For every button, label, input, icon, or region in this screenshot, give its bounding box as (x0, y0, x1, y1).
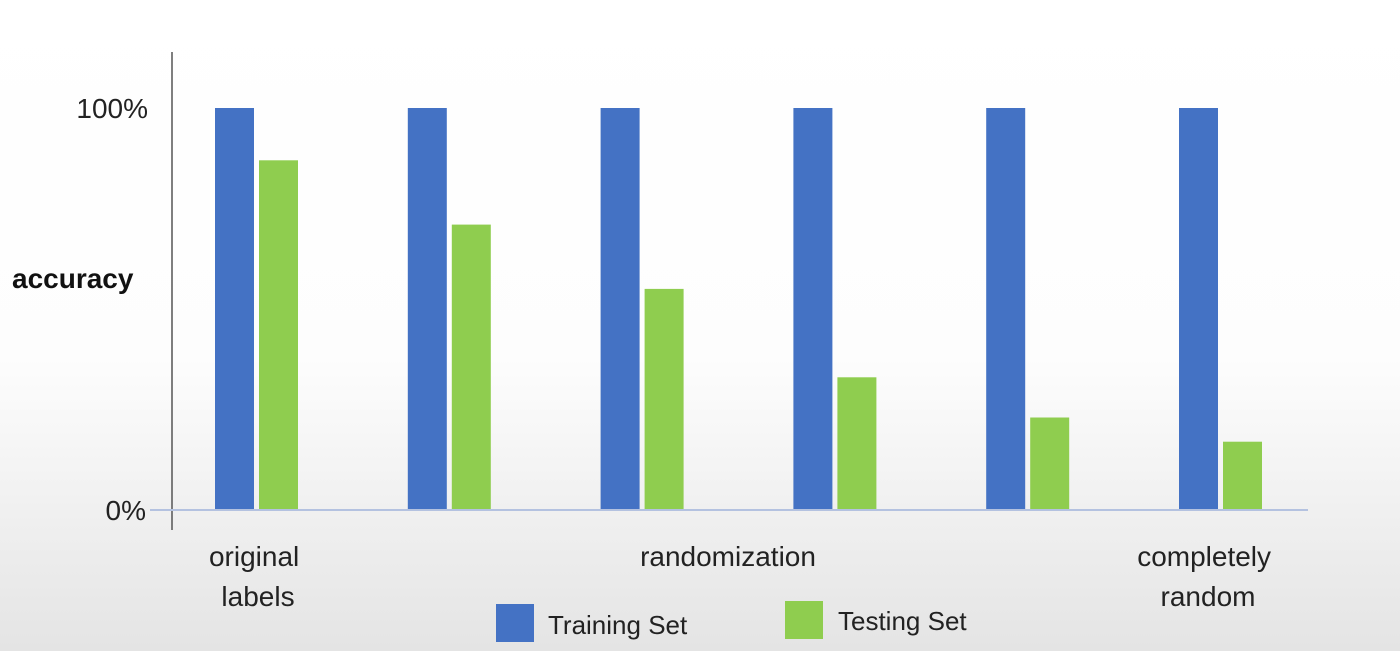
category-label-original: original labels (209, 541, 307, 612)
bar-testing-3 (644, 288, 684, 510)
bar-training-2 (407, 108, 447, 510)
y-axis-label: accuracy (12, 263, 134, 294)
bar-training-6 (1179, 108, 1218, 510)
legend-label-training: Training Set (548, 610, 688, 640)
bar-training-1 (215, 108, 254, 510)
legend: Training Set Testing Set (496, 601, 967, 642)
y-tick-label-max: 100% (76, 93, 148, 124)
bar-training-4 (793, 108, 833, 510)
category-label-line: original (209, 541, 299, 572)
category-label-line: labels (221, 581, 294, 612)
category-label-line: random (1161, 581, 1256, 612)
bar-training-3 (600, 108, 640, 510)
bars-group (215, 108, 1262, 511)
bar-training-5 (986, 108, 1026, 510)
category-label-line: completely (1137, 541, 1271, 572)
legend-swatch-training (496, 604, 534, 642)
legend-label-testing: Testing Set (838, 606, 967, 636)
bar-testing-5 (1030, 417, 1070, 510)
category-label-completely-random: completely random (1137, 541, 1279, 612)
category-label-line: randomization (640, 541, 816, 572)
legend-swatch-testing (785, 601, 823, 639)
bar-testing-2 (451, 224, 491, 510)
bar-testing-1 (259, 160, 298, 511)
y-tick-label-min: 0% (106, 495, 146, 526)
category-label-randomization: randomization (640, 541, 816, 572)
bar-testing-4 (837, 377, 877, 510)
bar-testing-6 (1223, 441, 1262, 510)
